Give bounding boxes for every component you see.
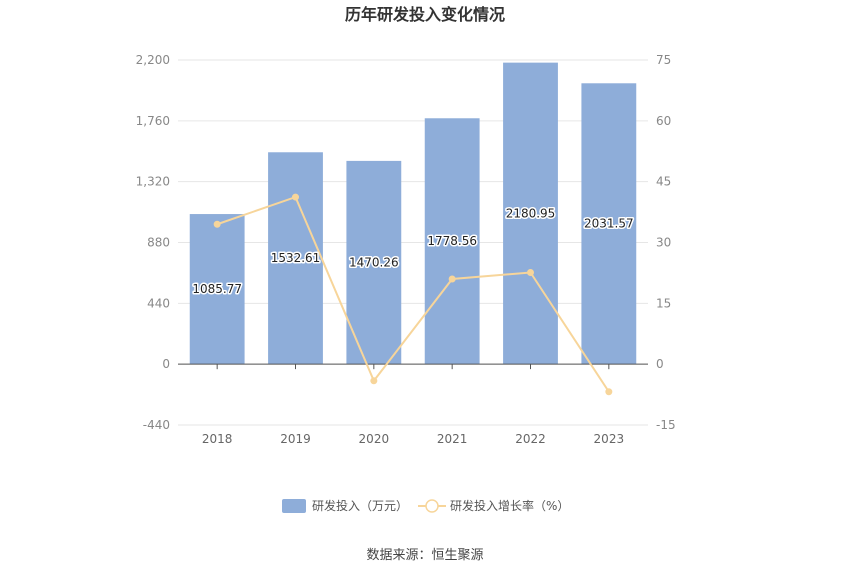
bar-data-label: 2031.57 — [584, 217, 634, 231]
legend-bar-label: 研发投入（万元） — [312, 498, 408, 513]
right-tick-label: -15 — [656, 418, 676, 432]
legend[interactable]: 研发投入（万元） 研发投入增长率（%） — [282, 498, 569, 513]
source-text: 数据来源：恒生聚源 — [366, 548, 483, 563]
right-tick-label: 15 — [656, 296, 671, 310]
bar — [424, 118, 480, 365]
left-tick-label: 1,320 — [136, 175, 170, 189]
x-tick-label: 2018 — [202, 432, 233, 446]
bar — [346, 160, 402, 365]
bar-data-label: 1778.56 — [427, 234, 477, 248]
growth-point — [448, 275, 456, 283]
left-tick-label: 880 — [147, 236, 170, 250]
left-tick-label: 440 — [147, 296, 170, 310]
bar-data-label: 1085.77 — [192, 282, 242, 296]
bar — [189, 214, 245, 365]
growth-point — [527, 269, 534, 277]
x-axis-labels: 2018 2019 2020 2021 2022 2023 — [202, 432, 624, 446]
x-tick-label: 2019 — [280, 432, 311, 446]
bar — [581, 83, 637, 365]
legend-line-marker — [425, 499, 439, 513]
left-tick-label: 0 — [162, 357, 170, 371]
left-axis: 2,200 1,760 1,320 880 440 0 -440 — [136, 53, 170, 432]
x-tick-label: 2023 — [594, 432, 625, 446]
growth-point — [213, 220, 221, 228]
chart-title: 历年研发投入变化情况 — [345, 5, 505, 24]
line-series — [213, 193, 613, 396]
right-axis: 75 60 45 30 15 0 -15 — [656, 53, 676, 432]
bar-series — [189, 62, 637, 365]
right-tick-label: 30 — [656, 236, 671, 250]
left-tick-label: 1,760 — [136, 114, 170, 128]
growth-line — [216, 195, 610, 393]
bar-data-label: 2180.95 — [506, 206, 556, 220]
x-tick-label: 2020 — [359, 432, 390, 446]
right-tick-label: 60 — [656, 114, 671, 128]
growth-point — [370, 377, 378, 385]
x-tick-label: 2021 — [437, 432, 468, 446]
left-tick-label: -440 — [143, 418, 170, 432]
x-axis — [178, 363, 648, 370]
bar-data-labels: 1085.77 1532.61 1470.26 1778.56 2180.95 2031.… — [191, 205, 635, 298]
bar — [268, 152, 323, 365]
bar-data-label: 1532.61 — [271, 251, 321, 265]
right-tick-label: 0 — [656, 357, 664, 371]
legend-line-label: 研发投入增长率（%） — [450, 498, 569, 513]
x-tick-label: 2022 — [515, 432, 546, 446]
growth-point — [292, 193, 299, 201]
legend-bar-swatch — [282, 499, 306, 513]
bar-data-label: 1470.26 — [349, 256, 399, 270]
bar — [503, 62, 558, 365]
right-tick-label: 75 — [656, 53, 671, 67]
growth-point — [605, 388, 613, 396]
left-tick-label: 2,200 — [136, 53, 170, 67]
gridlines — [178, 59, 648, 426]
right-tick-label: 45 — [656, 175, 671, 189]
